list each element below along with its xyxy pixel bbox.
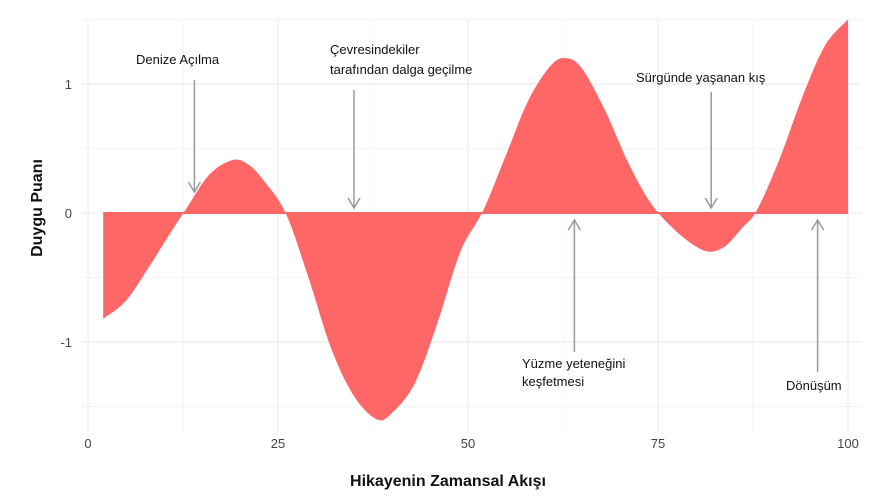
annotation-label: Dönüşüm [786,378,842,393]
annotation-label: keşfetmesi [522,374,584,389]
x-axis-ticks: 0 25 50 75 100 [84,436,858,451]
x-tick-label: 50 [461,436,475,451]
annotation-arrow-head [347,197,361,210]
annotation-label: Sürgünde yaşanan kış [636,70,766,85]
y-axis-label: Duygu Puanı [29,159,46,257]
annotation-arrow-head [187,181,202,194]
y-tick-label: -1 [60,335,72,350]
annotation-arrow-head [810,218,825,231]
annotation: Dönüşüm [786,218,842,393]
x-tick-label: 0 [84,436,91,451]
x-tick-label: 25 [271,436,285,451]
y-tick-label: 0 [65,206,72,221]
annotation: Yüzme yeteneğini keşfetmesi [522,218,625,389]
annotations: Denize Açılma Çevresindekiler tarafından d… [136,42,842,393]
x-tick-label: 75 [651,436,665,451]
annotation-label: Yüzme yeteneğini [522,356,625,371]
y-tick-label: 1 [65,77,72,92]
annotation-label: Çevresindekiler [330,42,420,57]
annotation: Çevresindekiler tarafından dalga geçilme [330,42,472,210]
annotation-label: tarafından dalga geçilme [330,62,472,77]
annotation-label: Denize Açılma [136,52,220,67]
annotation-arrow-head [704,197,718,210]
annotation: Denize Açılma [136,52,220,194]
annotation: Sürgünde yaşanan kış [636,70,766,210]
y-axis-ticks: 1 0 -1 [60,77,72,350]
x-axis-label: Hikayenin Zamansal Akışı [350,473,546,490]
x-tick-label: 100 [837,436,859,451]
emotion-area [103,19,848,421]
annotation-arrow-head [567,218,582,231]
